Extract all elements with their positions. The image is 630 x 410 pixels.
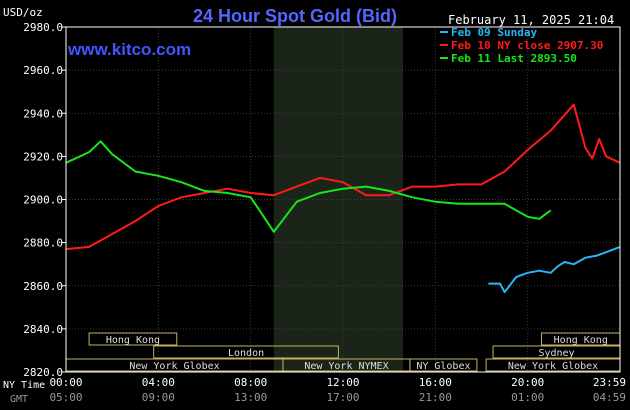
session-label: Sydney [538,348,574,359]
session-label: NY Globex [416,361,470,372]
series-line-2 [65,140,552,233]
gmt-tick-label: 13:00 [234,391,267,404]
y-tick-label: 2960.0 [23,64,63,77]
y-tick-label: 2900.0 [23,194,63,207]
session-label: New York Globex [129,361,219,372]
site-label: www.kitco.com [67,40,191,59]
y-tick-label: 2940.0 [23,107,63,120]
y-tick-label: 2860.0 [23,280,63,293]
ny-time-tick-label: 23:59 [593,376,626,389]
gmt-tick-label: 04:59 [593,391,626,404]
y-tick-label: 2840.0 [23,323,63,336]
legend-label: Feb 09 Sunday [451,26,537,39]
ny-time-tick-label: 12:00 [326,376,359,389]
series-line-1 [65,103,621,251]
session-label: New York Globex [508,361,598,372]
y-tick-label: 2980.0 [23,21,63,34]
y-unit-label: USD/oz [3,6,43,19]
ny-time-label: NY Time [3,380,45,391]
session-box [88,332,178,346]
gmt-tick-label: 17:00 [326,391,359,404]
session-box [153,345,339,359]
session-label: London [228,348,264,359]
legend-label: Feb 10 NY close 2907.30 [451,39,603,52]
gmt-tick-label: 21:00 [419,391,452,404]
y-axis: 2980.0 2960.0 2940.0 2920.0 2900.0 2880.0 2860… [23,21,66,379]
y-tick-label: 2820.0 [23,366,63,379]
gmt-tick-label: 05:00 [49,391,82,404]
ny-time-tick-label: 04:00 [142,376,175,389]
session-label: Hong Kong [106,335,160,346]
x-axis: 00:00 05:00 04:00 09:00 08:00 13:00 12:00 17:00… [3,376,626,405]
series-line-0 [488,245,621,294]
ny-time-tick-label: 16:00 [419,376,452,389]
gmt-tick-label: 09:00 [142,391,175,404]
y-tick-label: 2880.0 [23,237,63,250]
ny-time-tick-label: 08:00 [234,376,267,389]
gmt-label: GMT [10,394,28,405]
ny-time-tick-label: 20:00 [511,376,544,389]
gmt-tick-label: 01:00 [511,391,544,404]
session-label: Hong Kong [554,335,608,346]
shaded-hours-region [273,27,404,372]
chart-title: 24 Hour Spot Gold (Bid) [193,6,397,26]
legend-label: Feb 11 Last 2893.50 [451,52,577,65]
series-layer [65,103,621,294]
session-label: New York NYMEX [304,361,388,372]
session-box [409,358,478,372]
y-tick-label: 2920.0 [23,150,63,163]
ny-time-tick-label: 00:00 [49,376,82,389]
date-label: February 11, 2025 21:04 [448,13,614,27]
